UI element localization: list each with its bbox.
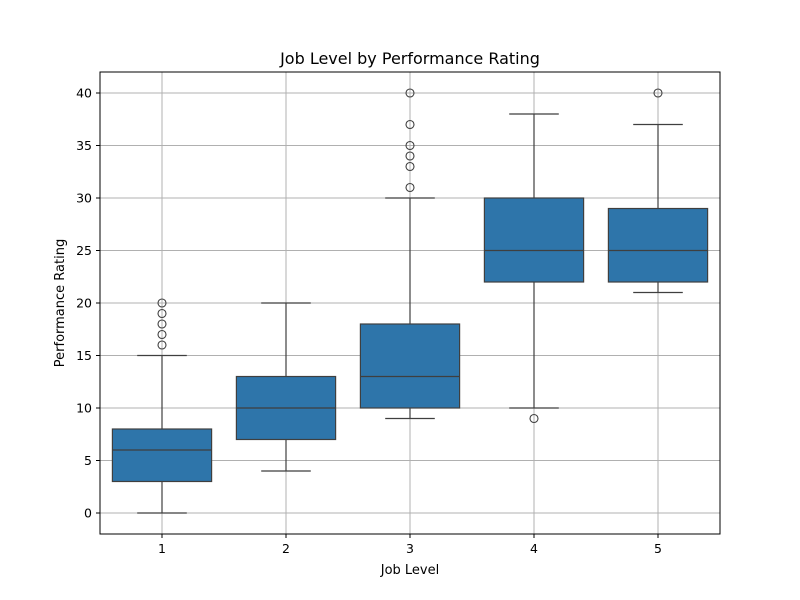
y-tick-label: 35 — [76, 138, 92, 153]
box-group-level-2 — [235, 302, 337, 472]
y-tick-label: 5 — [84, 453, 92, 468]
x-tick-label: 4 — [530, 541, 538, 556]
outlier-point — [405, 119, 415, 130]
outlier-point — [405, 182, 415, 193]
iqr-box — [359, 323, 461, 409]
y-tick-label: 25 — [76, 243, 92, 258]
x-axis-label: Job Level — [380, 563, 440, 578]
x-tick-label: 5 — [654, 541, 662, 556]
outlier-point — [157, 340, 167, 350]
x-tick-label: 1 — [158, 541, 166, 556]
outlier-point — [405, 140, 415, 151]
outlier-point — [157, 329, 167, 340]
box-group-level-5 — [607, 88, 709, 294]
iqr-box — [111, 428, 213, 483]
y-tick-label: 10 — [76, 401, 92, 416]
y-tick-label: 20 — [76, 296, 92, 311]
outlier-point — [157, 308, 167, 319]
axis-ticks: 0 5 10 15 20 25 30 35 40 1 2 3 4 5 — [76, 86, 662, 557]
boxes — [111, 88, 709, 514]
outlier-point — [405, 88, 415, 98]
y-tick-label: 40 — [76, 86, 92, 101]
x-tick-label: 2 — [282, 541, 290, 556]
outlier-point — [405, 161, 415, 172]
box-group-level-3 — [359, 88, 461, 420]
box-group-level-1 — [111, 298, 213, 514]
outlier-point — [157, 298, 167, 308]
outlier-point — [157, 319, 167, 329]
y-tick-label: 0 — [84, 506, 92, 521]
chart-title: Job Level by Performance Rating — [279, 49, 540, 68]
y-axis-label: Performance Rating — [53, 239, 68, 367]
outlier-point — [653, 88, 663, 98]
outlier-point — [529, 413, 539, 424]
x-tick-label: 3 — [406, 541, 414, 556]
y-tick-label: 30 — [76, 191, 92, 206]
y-tick-label: 15 — [76, 348, 92, 363]
outlier-point — [405, 151, 415, 161]
iqr-box — [483, 197, 585, 283]
iqr-box — [607, 207, 709, 283]
box-group-level-4 — [483, 113, 585, 424]
